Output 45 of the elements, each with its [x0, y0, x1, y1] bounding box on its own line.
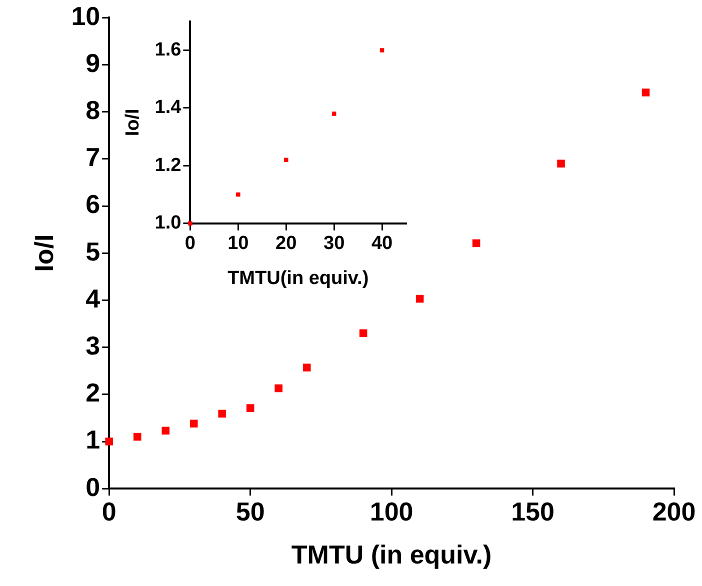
point: [162, 426, 170, 435]
y-axis-title: Io/I: [28, 234, 59, 272]
y-tick-label: 0: [86, 472, 100, 502]
y-axis-title: Io/I: [122, 108, 144, 136]
x-tick-label: 50: [236, 496, 265, 526]
y-tick-label: 3: [86, 330, 100, 360]
point: [188, 221, 192, 226]
point: [416, 294, 424, 303]
y-tick-label: 6: [86, 189, 100, 220]
x-tick-label: 20: [276, 233, 297, 254]
y-tick-label: 4: [86, 283, 101, 314]
y-tick-label: 9: [86, 48, 100, 78]
point: [190, 420, 198, 428]
point: [642, 88, 650, 96]
point: [105, 438, 114, 446]
point: [218, 410, 226, 418]
point: [133, 432, 142, 441]
point: [557, 160, 565, 168]
x-axis-title: TMTU(in equiv.): [228, 268, 369, 289]
point: [302, 364, 311, 372]
point: [472, 239, 480, 248]
x-tick-label: 0: [184, 233, 196, 254]
x-tick-label: 30: [324, 233, 345, 254]
point: [359, 329, 368, 338]
y-tick-label: 1.2: [154, 154, 182, 176]
x-tick-label: 40: [371, 233, 393, 254]
x-axis-title: TMTU (in equiv.): [291, 540, 492, 570]
x-tick-label: 10: [228, 233, 249, 254]
y-tick-label: 7: [86, 142, 100, 172]
x-tick-label: 100: [370, 496, 414, 526]
point: [332, 112, 336, 116]
x-tick-label: 200: [652, 496, 696, 526]
y-tick-label: 2: [86, 378, 100, 408]
x-tick-label: 150: [511, 496, 554, 526]
y-tick-label: 10: [71, 0, 100, 31]
y-tick-label: 1.4: [154, 97, 182, 118]
y-tick-label: 1.6: [154, 39, 182, 60]
y-tick-label: 1.0: [154, 212, 182, 234]
point: [246, 404, 254, 412]
y-tick-label: 8: [86, 94, 100, 125]
point: [274, 384, 282, 392]
y-tick-label: 5: [86, 236, 100, 266]
point: [236, 192, 240, 197]
y-tick-label: 1: [86, 424, 100, 455]
point: [380, 48, 384, 52]
